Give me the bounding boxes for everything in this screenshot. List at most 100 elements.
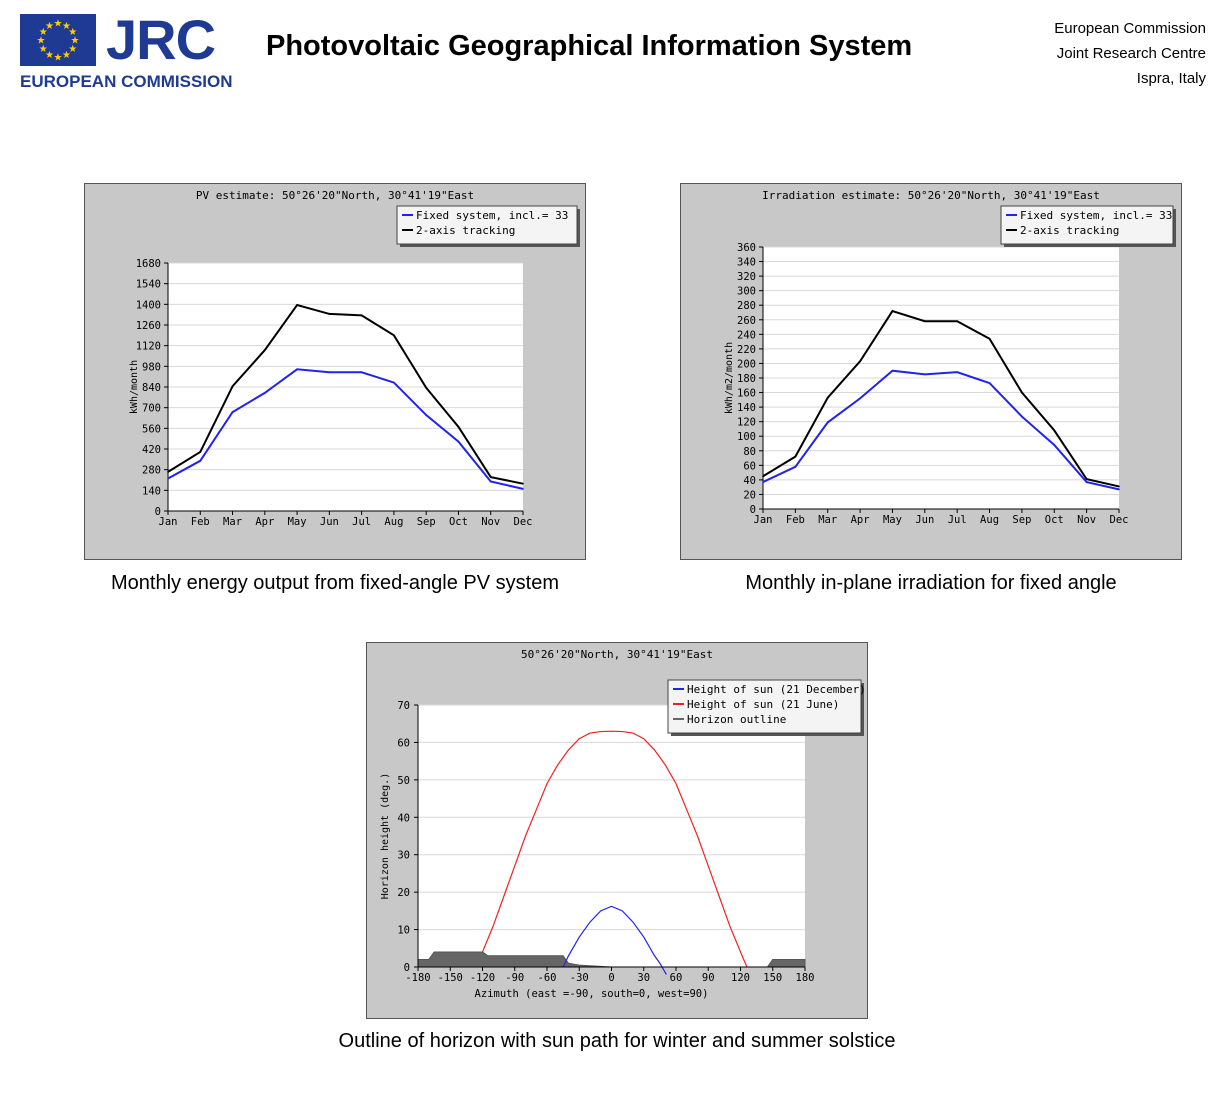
data-point <box>762 481 764 483</box>
x-tick-label: Mar <box>818 514 837 526</box>
x-tick-label: Dec <box>514 516 533 528</box>
irradiation-chart: Irradiation estimate: 50°26'20"North, 30… <box>680 183 1182 560</box>
data-point <box>522 482 524 485</box>
x-tick-label: Sep <box>417 516 436 528</box>
chart-title: PV estimate: 50°26'20"North, 30°41'19"Ea… <box>196 189 474 202</box>
data-point <box>328 371 331 374</box>
data-point <box>891 369 894 372</box>
y-tick-label: 50 <box>397 775 410 787</box>
series-line-0 <box>167 368 524 490</box>
y-axis-label: kWh/m2/month <box>724 342 735 414</box>
y-tick-label: 30 <box>397 850 410 862</box>
data-point <box>167 471 169 473</box>
y-tick-label: 560 <box>142 423 161 435</box>
energy-caption: Monthly energy output from fixed-angle P… <box>111 572 559 594</box>
data-point <box>264 349 266 351</box>
x-tick-label: Oct <box>449 516 468 528</box>
irradiation-chart-panel: Irradiation estimate: 50°26'20"North, 30… <box>680 183 1182 560</box>
series-line-0 <box>562 905 667 975</box>
x-tick-label: 0 <box>608 972 614 984</box>
x-tick-label: Jan <box>159 516 178 528</box>
y-tick-label: 220 <box>737 344 756 356</box>
horizon-outline <box>417 951 806 968</box>
data-point <box>924 373 926 376</box>
data-point <box>393 334 395 337</box>
legend-label: Fixed system, incl.= 33 <box>1020 209 1172 222</box>
x-tick-label: 120 <box>731 972 750 984</box>
data-point <box>231 411 234 413</box>
x-tick-label: Feb <box>191 516 210 528</box>
y-tick-label: 420 <box>142 444 161 456</box>
y-tick-label: 700 <box>142 403 161 415</box>
legend-label: Height of sun (21 December) <box>687 683 866 696</box>
y-tick-label: 120 <box>737 417 756 429</box>
x-tick-label: Jun <box>915 514 934 526</box>
data-point <box>794 455 797 458</box>
x-tick-label: Mar <box>223 516 242 528</box>
x-tick-label: May <box>288 516 307 528</box>
y-tick-label: 60 <box>743 460 756 472</box>
x-tick-label: Dec <box>1110 514 1129 526</box>
y-tick-label: 340 <box>737 257 756 269</box>
x-tick-label: -150 <box>438 972 463 984</box>
legend-box <box>667 679 862 734</box>
data-point <box>457 426 460 428</box>
eu-star-icon: ★ <box>68 27 77 38</box>
legend-label: Horizon outline <box>687 713 786 726</box>
eu-star-icon: ★ <box>71 36 80 47</box>
y-tick-label: 240 <box>737 329 756 341</box>
data-point <box>1118 488 1120 491</box>
data-point <box>924 320 926 323</box>
y-tick-label: 280 <box>737 300 756 312</box>
x-tick-label: Apr <box>851 514 870 526</box>
y-tick-label: 1540 <box>136 279 161 291</box>
eu-star-icon: ★ <box>45 21 54 32</box>
y-tick-label: 0 <box>155 506 161 518</box>
series-line-1 <box>762 309 1120 488</box>
x-tick-label: Nov <box>481 516 500 528</box>
x-tick-label: 90 <box>702 972 715 984</box>
energy-chart-panel: PV estimate: 50°26'20"North, 30°41'19"Ea… <box>84 183 586 560</box>
energy-chart: PV estimate: 50°26'20"North, 30°41'19"Ea… <box>84 183 586 560</box>
data-point <box>762 475 764 478</box>
irradiation-caption: Monthly in-plane irradiation for fixed a… <box>745 572 1117 594</box>
y-tick-label: 1400 <box>136 299 161 311</box>
y-tick-label: 100 <box>737 431 756 443</box>
y-axis-label: kWh/month <box>129 360 140 414</box>
eu-star-icon: ★ <box>54 19 63 30</box>
x-tick-label: Aug <box>384 516 403 528</box>
eu-star-icon: ★ <box>39 27 48 38</box>
legend-label: 2-axis tracking <box>1020 224 1119 237</box>
org-line: European Commission <box>1054 20 1206 37</box>
eu-star-icon: ★ <box>45 50 54 61</box>
y-tick-label: 40 <box>397 812 410 824</box>
horizon-chart: 50°26'20"North, 30°41'19"East 0 10 20 30 40 50… <box>366 642 868 1019</box>
eu-star-icon: ★ <box>68 44 77 55</box>
jrc-logo[interactable]: ★ ★ ★ ★ ★ ★ ★ ★ ★ ★ ★ ★ JRC EUROPEAN COMMISSION <box>20 8 233 94</box>
legend-box <box>1000 205 1174 245</box>
eu-star-icon: ★ <box>54 53 63 64</box>
data-point <box>826 421 829 424</box>
x-tick-label: Sep <box>1012 514 1031 526</box>
y-tick-label: 840 <box>142 382 161 394</box>
data-point <box>794 465 797 468</box>
data-point <box>988 382 991 384</box>
data-point <box>360 314 363 317</box>
x-tick-label: Oct <box>1045 514 1064 526</box>
data-point <box>167 477 169 480</box>
logo-subtitle: EUROPEAN COMMISSION <box>20 72 233 91</box>
y-tick-label: 180 <box>737 373 756 385</box>
data-point <box>328 313 331 315</box>
data-point <box>859 360 861 363</box>
x-tick-label: 150 <box>763 972 782 984</box>
x-tick-label: 30 <box>637 972 650 984</box>
data-point <box>826 396 829 399</box>
eu-star-icon: ★ <box>62 50 71 61</box>
x-tick-label: 60 <box>670 972 683 984</box>
eu-star-icon: ★ <box>62 21 71 32</box>
y-tick-label: 40 <box>743 475 756 487</box>
plot-area <box>418 705 805 967</box>
y-axis-label: Horizon height (deg.) <box>380 773 391 899</box>
x-tick-label: -180 <box>405 972 430 984</box>
y-tick-label: 260 <box>737 315 756 327</box>
